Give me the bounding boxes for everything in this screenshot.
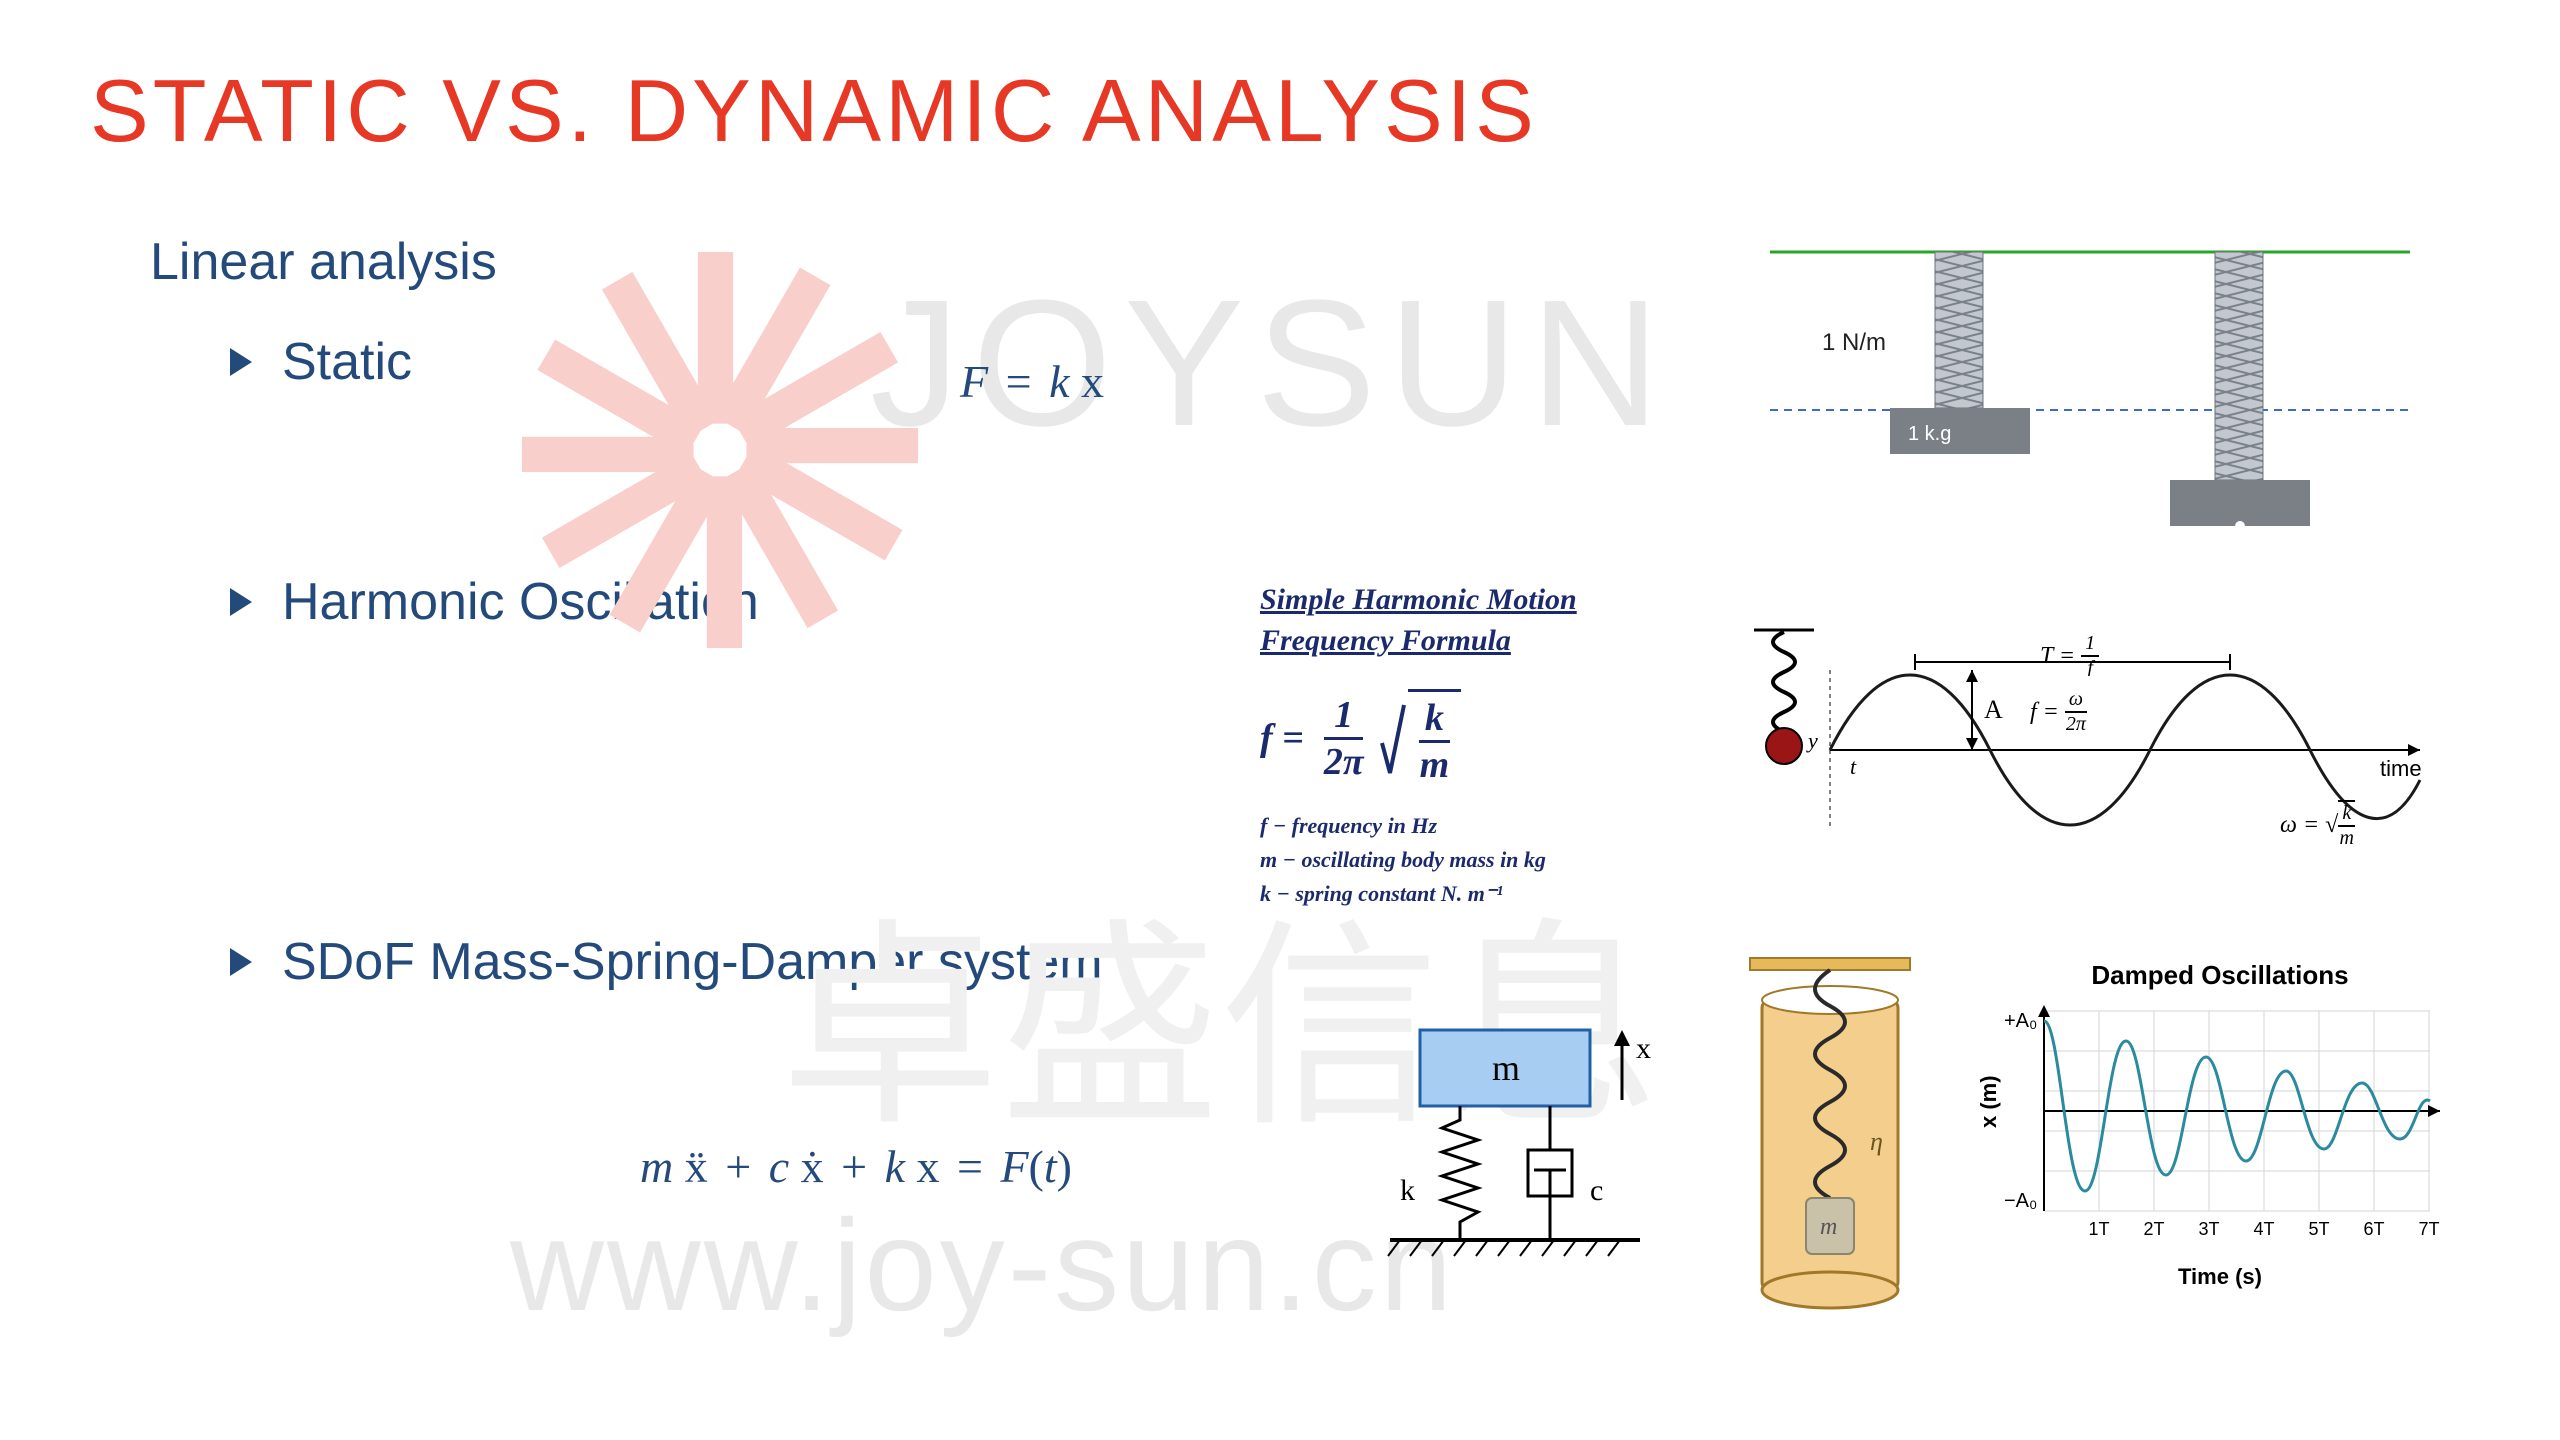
shm-title-2: Frequency Formula (1260, 621, 1680, 662)
svg-text:7T: 7T (2418, 1219, 2439, 1239)
svg-text:5T: 5T (2308, 1219, 2329, 1239)
msd-m-label: m (1492, 1048, 1520, 1088)
sine-t-label: t (1850, 754, 1857, 779)
watermark-url: www.joy-sun.cn (510, 1190, 1455, 1340)
shm-legend-k: k − spring constant N. m⁻¹ (1260, 877, 1680, 911)
damped-ybot: −A₀ (2004, 1190, 2037, 1212)
damped-ylabel: x (m) (1976, 1075, 2002, 1128)
shm-formula-box: Simple Harmonic Motion Frequency Formula… (1260, 580, 1680, 911)
svg-text:6T: 6T (2363, 1219, 2384, 1239)
shm-sqrt-den: m (1416, 743, 1454, 787)
bullet-text: Harmonic Oscillation (282, 572, 759, 632)
shm-title-1: Simple Harmonic Motion (1260, 580, 1680, 621)
bullet-marker-icon (230, 348, 252, 376)
damped-chart: Damped Oscillations +A₀ −A₀ 1T 2T 3T 4T 5T 6T… (1990, 960, 2450, 1310)
shm-equation: f = 1 2π k m (1260, 689, 1680, 787)
sine-y-label: y (1806, 728, 1818, 753)
bullet-marker-icon (230, 948, 252, 976)
damped-xlabel: Time (s) (1990, 1264, 2450, 1290)
spring-static-diagram: 1 k.g 1 N/m (1770, 230, 2410, 540)
damped-title: Damped Oscillations (1990, 960, 2450, 991)
bullet-text: SDoF Mass-Spring-Damper system (282, 932, 1103, 992)
shm-legend-f: f − frequency in Hz (1260, 809, 1680, 843)
svg-text:4T: 4T (2253, 1219, 2274, 1239)
sqrt-icon (1380, 699, 1408, 777)
sine-amp-label: A (1984, 695, 2003, 724)
spring-force-label: 1 N/m (1822, 329, 1886, 356)
sine-time-label: time (2380, 756, 2422, 781)
cylinder-damper-diagram: m η (1720, 950, 1940, 1330)
shm-frac-den: 2π (1318, 740, 1370, 784)
damped-ytop: +A₀ (2004, 1010, 2037, 1032)
bullet-marker-icon (230, 588, 252, 616)
msd-k-label: k (1400, 1174, 1415, 1207)
svg-text:1T: 1T (2088, 1219, 2109, 1239)
cyl-m-label: m (1820, 1214, 1837, 1240)
sine-wave-diagram: A y t time T = 1f f = ω2π ω = √km (1740, 610, 2440, 890)
shm-sqrt-num: k (1419, 696, 1450, 743)
msd-c-label: c (1590, 1174, 1603, 1207)
formula-static: F = k x (960, 355, 1104, 408)
bullet-text: Static (282, 332, 412, 392)
shm-legend-m: m − oscillating body mass in kg (1260, 843, 1680, 877)
formula-sdof: m ẍ + c ẋ + k x = F(t) (640, 1140, 1072, 1193)
svg-text:3T: 3T (2198, 1219, 2219, 1239)
shm-f: f = (1260, 716, 1304, 760)
spring-mass-label: 1 k.g (1908, 423, 1951, 445)
msd-schematic: m x k c (1350, 1000, 1670, 1280)
msd-x-label: x (1636, 1032, 1651, 1065)
svg-text:2T: 2T (2143, 1219, 2164, 1239)
shm-frac-num: 1 (1324, 693, 1363, 740)
cyl-eta-label: η (1870, 1127, 1883, 1156)
slide-title: STATIC VS. DYNAMIC ANALYSIS (90, 60, 2470, 162)
